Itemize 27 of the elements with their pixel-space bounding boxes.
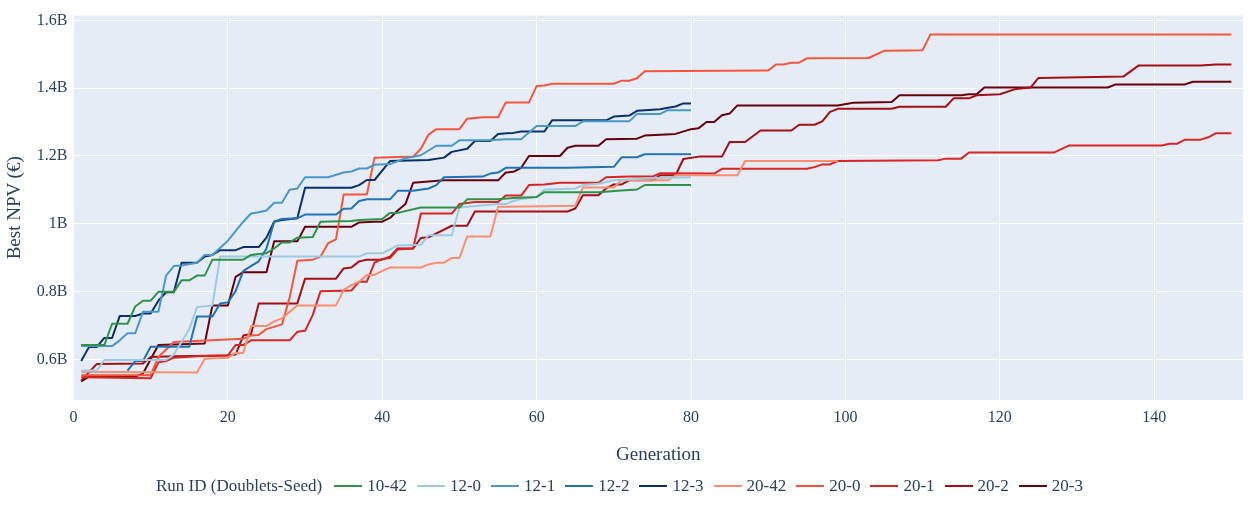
legend-label: 12-3 <box>672 476 704 496</box>
legend-label: 20-2 <box>977 476 1009 496</box>
x-tick-label: 140 <box>1142 407 1167 425</box>
y-axis-title: Best NPV (€) <box>3 156 26 260</box>
legend-title: Run ID (Doublets-Seed) <box>156 476 323 496</box>
y-tick-label: 1.4B <box>36 78 68 96</box>
y-tick-label: 1B <box>48 213 68 231</box>
x-tick-label: 0 <box>69 407 78 425</box>
x-tick-label: 120 <box>987 407 1012 425</box>
legend-label: 10-42 <box>367 476 407 496</box>
x-tick-label: 20 <box>219 407 236 425</box>
legend-label: 20-0 <box>829 476 861 496</box>
y-tick-label: 0.8B <box>36 281 68 299</box>
x-tick-label: 80 <box>683 407 700 425</box>
legend-label: 20-42 <box>746 476 787 496</box>
y-tick-label: 1.6B <box>36 10 68 28</box>
y-tick-label: 1.2B <box>36 146 68 164</box>
x-tick-label: 60 <box>528 407 545 425</box>
x-tick-label: 100 <box>833 407 858 425</box>
y-tick-label: 0.6B <box>36 349 68 367</box>
legend-label: 12-1 <box>524 476 556 496</box>
legend-label: 20-3 <box>1051 476 1083 496</box>
legend-label: 20-1 <box>903 476 935 496</box>
legend-label: 12-2 <box>598 476 630 496</box>
x-tick-label: 40 <box>374 407 391 425</box>
x-axis-title: Generation <box>616 442 701 464</box>
legend-label: 12-0 <box>449 476 482 496</box>
